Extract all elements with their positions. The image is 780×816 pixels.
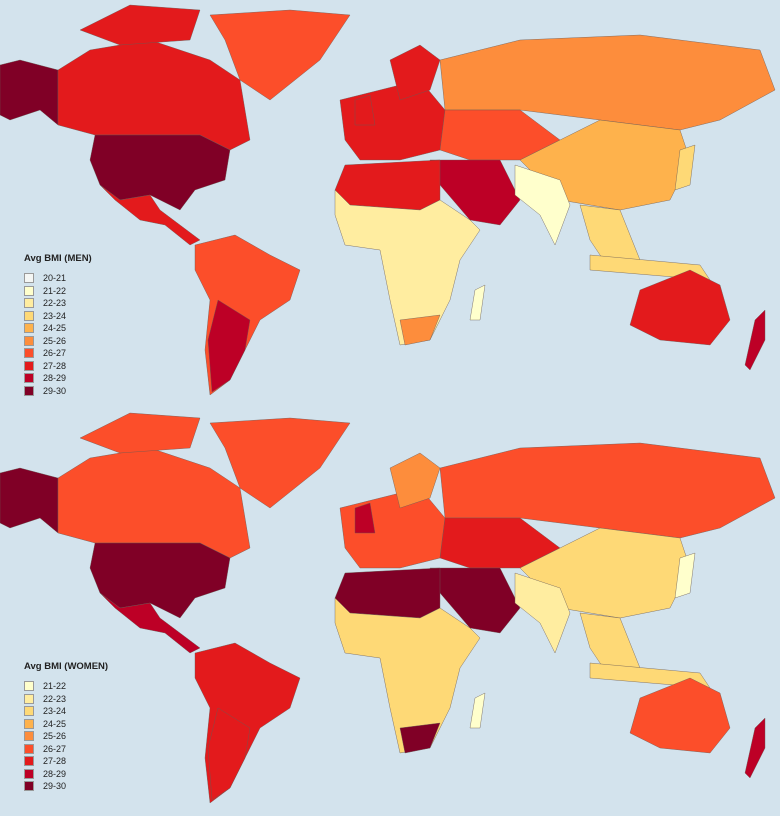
- region-scandinavia: [389, 44, 441, 101]
- region-new-zealand: [744, 717, 766, 779]
- legend-swatch: [24, 335, 34, 346]
- legend-label: 24-25: [43, 718, 67, 729]
- legend-item: 24-25: [24, 322, 92, 335]
- legend-label: 26-27: [43, 743, 67, 754]
- region-australia: [629, 677, 731, 754]
- legend-label: 24-25: [43, 323, 67, 334]
- legend-swatch: [24, 706, 34, 717]
- legend-swatch: [24, 298, 34, 309]
- legend-item: 28-29: [24, 372, 92, 385]
- legend-label: 22-23: [43, 298, 67, 309]
- region-new-zealand: [744, 309, 766, 371]
- legend-item: 26-27: [24, 347, 92, 360]
- legend-swatch: [24, 348, 34, 359]
- legend-label: 25-26: [43, 731, 67, 742]
- region-alaska: [0, 59, 59, 126]
- region-central-america: [99, 592, 201, 654]
- region-usa: [89, 134, 231, 211]
- legend-label: 27-28: [43, 360, 67, 371]
- legend-item: 20-21: [24, 272, 92, 285]
- men-legend: Avg BMI (MEN) 20-21 21-22 22-23 23-24 24-25 2…: [24, 253, 92, 397]
- legend-swatch: [24, 360, 34, 371]
- legend-item: 22-23: [24, 693, 108, 706]
- region-japan: [674, 144, 696, 191]
- legend-item: 21-22: [24, 285, 92, 298]
- legend-swatch: [24, 768, 34, 779]
- legend-item: 23-24: [24, 705, 108, 718]
- legend-item: 25-26: [24, 335, 92, 348]
- legend-item: 28-29: [24, 768, 108, 781]
- legend-label: 26-27: [43, 348, 67, 359]
- legend-item: 26-27: [24, 743, 108, 756]
- region-north-africa: [334, 159, 441, 211]
- legend-label: 29-30: [43, 385, 67, 396]
- legend-swatch: [24, 323, 34, 334]
- legend-item: 29-30: [24, 385, 92, 398]
- region-arctic-islands: [79, 412, 201, 454]
- women-legend-title: Avg BMI (WOMEN): [24, 661, 109, 672]
- legend-label: 23-24: [43, 310, 67, 321]
- legend-swatch: [24, 385, 34, 396]
- legend-label: 21-22: [43, 681, 67, 692]
- legend-item: 24-25: [24, 718, 108, 731]
- legend-swatch: [24, 310, 34, 321]
- region-alaska: [0, 467, 59, 534]
- legend-label: 27-28: [43, 756, 67, 767]
- legend-swatch: [24, 681, 34, 692]
- legend-item: 21-22: [24, 680, 108, 693]
- legend-swatch: [24, 756, 34, 767]
- legend-swatch: [24, 273, 34, 284]
- legend-label: 23-24: [43, 706, 67, 717]
- legend-label: 20-21: [43, 273, 67, 284]
- legend-swatch: [24, 285, 34, 296]
- region-sub-saharan-africa: [334, 597, 481, 754]
- region-arctic-islands: [79, 4, 201, 46]
- region-india: [514, 572, 571, 654]
- region-madagascar: [469, 692, 486, 729]
- region-scandinavia: [389, 452, 441, 509]
- region-greenland: [209, 417, 351, 509]
- legend-swatch: [24, 731, 34, 742]
- region-uk: [354, 94, 376, 126]
- legend-item: 29-30: [24, 780, 108, 793]
- legend-item: 23-24: [24, 310, 92, 323]
- legend-item: 27-28: [24, 755, 108, 768]
- region-argentina: [207, 299, 251, 393]
- men-bmi-map: [0, 4, 776, 396]
- legend-label: 22-23: [43, 693, 67, 704]
- region-central-america: [99, 184, 201, 246]
- legend-swatch: [24, 743, 34, 754]
- men-legend-title: Avg BMI (MEN): [24, 253, 92, 264]
- legend-item: 27-28: [24, 360, 92, 373]
- region-north-africa: [334, 567, 441, 619]
- region-southern-africa: [399, 314, 441, 346]
- region-india: [514, 164, 571, 246]
- legend-label: 25-26: [43, 335, 67, 346]
- legend-label: 29-30: [43, 781, 67, 792]
- region-usa: [89, 542, 231, 619]
- legend-label: 28-29: [43, 373, 67, 384]
- region-australia: [629, 269, 731, 346]
- legend-item: 22-23: [24, 297, 92, 310]
- legend-item: 25-26: [24, 730, 108, 743]
- region-madagascar: [469, 284, 486, 321]
- region-argentina: [207, 707, 251, 801]
- legend-swatch: [24, 693, 34, 704]
- women-bmi-map: [0, 408, 780, 816]
- region-uk: [354, 502, 376, 534]
- legend-label: 28-29: [43, 768, 67, 779]
- legend-label: 21-22: [43, 285, 67, 296]
- legend-swatch: [24, 718, 34, 729]
- region-sub-saharan-africa: [334, 189, 481, 346]
- region-japan: [674, 552, 696, 599]
- region-southern-africa: [399, 722, 441, 754]
- region-greenland: [209, 9, 351, 101]
- legend-swatch: [24, 373, 34, 384]
- legend-swatch: [24, 781, 34, 792]
- women-legend: Avg BMI (WOMEN) 21-22 22-23 23-24 24-25 25-2…: [24, 661, 108, 793]
